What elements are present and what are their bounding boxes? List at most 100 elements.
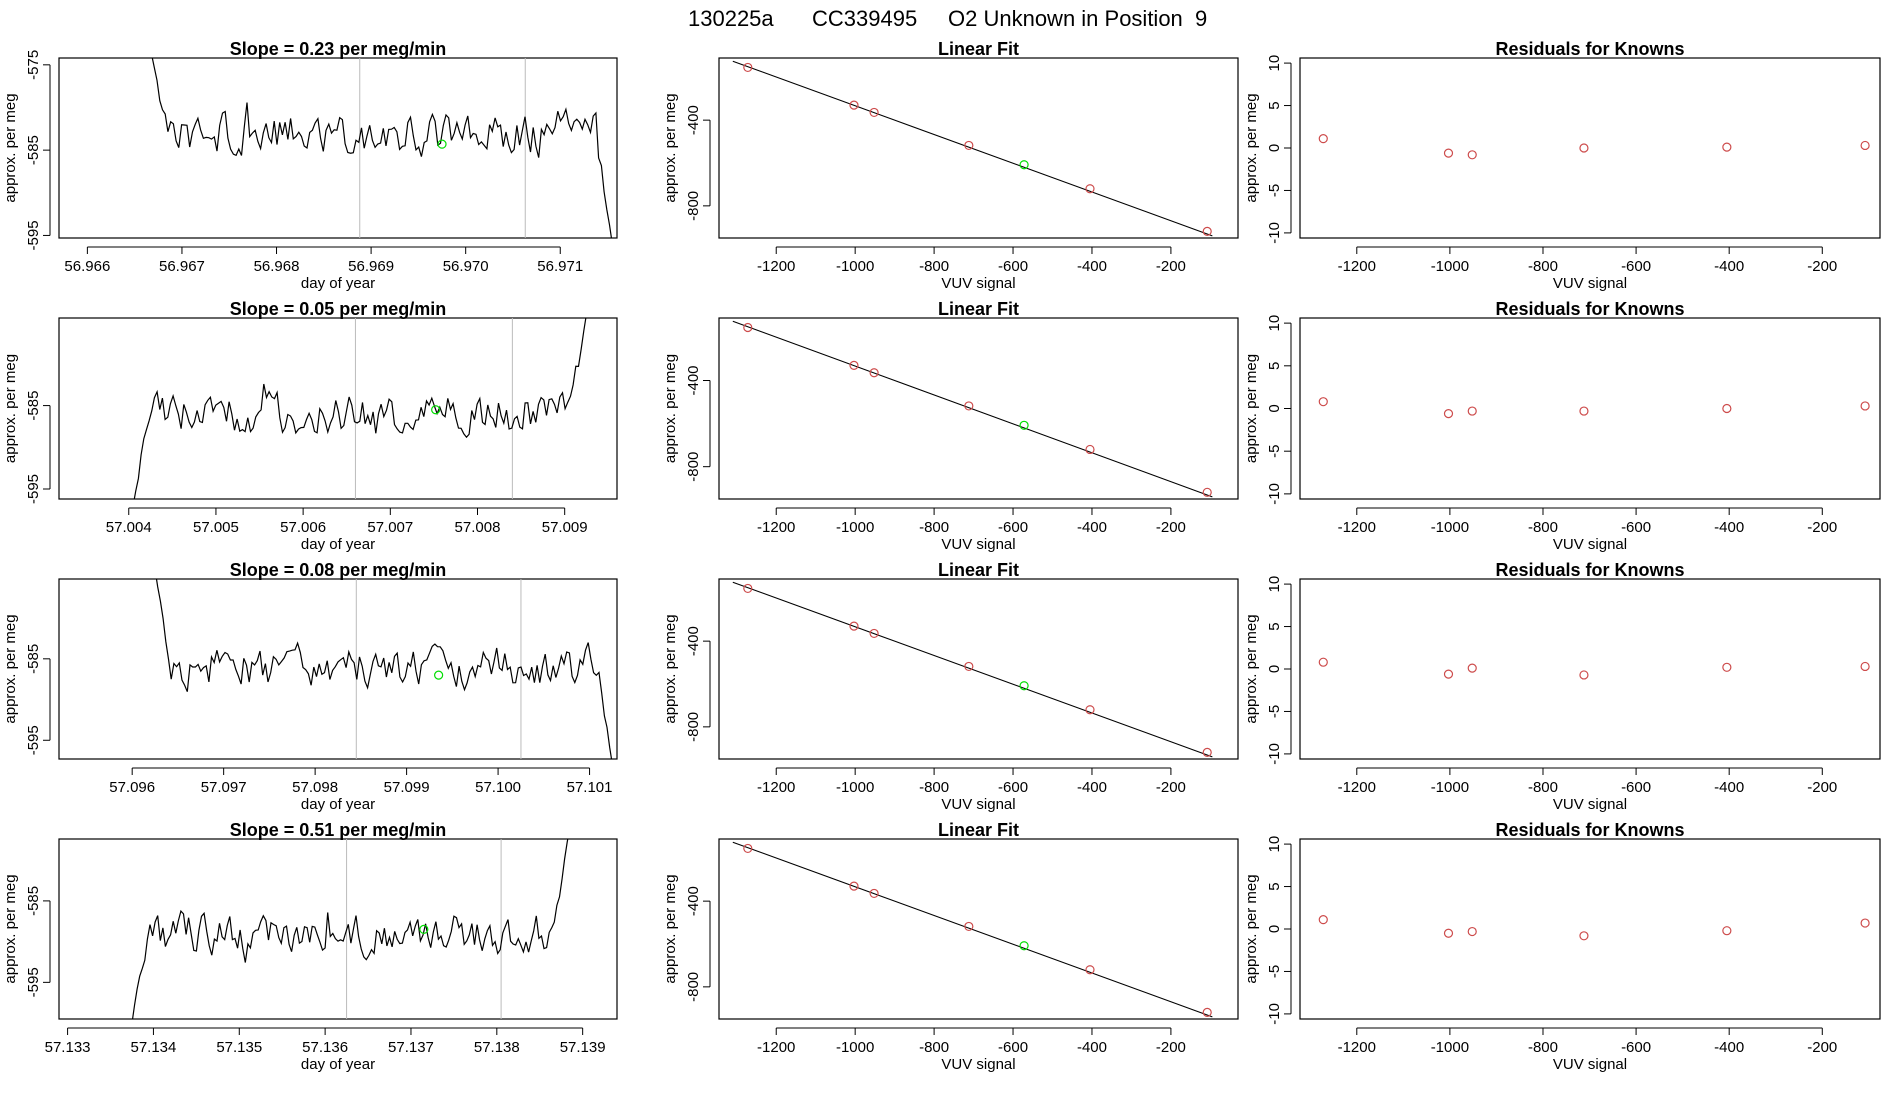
y-tick-label: -595 xyxy=(25,220,42,250)
panel-title: Residuals for Knowns xyxy=(1495,299,1684,319)
x-tick-label: -800 xyxy=(1528,1039,1558,1056)
x-tick-label: -200 xyxy=(1156,519,1186,536)
plot-area xyxy=(732,60,1213,237)
x-tick-label: -800 xyxy=(919,519,949,536)
x-tick-label: 57.139 xyxy=(560,1039,606,1056)
x-tick-label: 57.100 xyxy=(475,779,521,796)
plot-frame xyxy=(58,57,618,239)
x-axis-label: day of year xyxy=(301,275,375,292)
fit-line xyxy=(732,841,1213,1018)
panel-title: Residuals for Knowns xyxy=(1495,560,1684,580)
known-standard-point xyxy=(1202,747,1212,757)
x-tick-label: -800 xyxy=(1528,519,1558,536)
x-tick-label: -400 xyxy=(1714,779,1744,796)
x-tick-label: -1200 xyxy=(757,258,795,275)
known-standard-point xyxy=(964,401,974,411)
panel-linear_fit-row1: Linear Fit -1200 -1000 -800 -600 -400 -200 VUV … xyxy=(662,39,1239,292)
y-tick-label: 10 xyxy=(1266,836,1283,853)
signal-trace xyxy=(155,579,613,759)
y-tick-label: -585 xyxy=(25,391,42,421)
x-tick-label: -200 xyxy=(1807,779,1837,796)
plot-frame xyxy=(1299,317,1881,500)
x-tick-label: -600 xyxy=(998,519,1028,536)
panel-title: Residuals for Knowns xyxy=(1495,820,1684,840)
known-standard-point xyxy=(1085,184,1095,194)
x-tick-label: -1200 xyxy=(1338,779,1376,796)
panel-title: Slope = 0.05 per meg/min xyxy=(230,299,447,319)
plot-area xyxy=(1318,915,1870,941)
unknown-point-marker xyxy=(434,670,444,680)
plot-area xyxy=(732,581,1213,758)
plot-area xyxy=(1318,397,1870,419)
known-standard-point xyxy=(1085,444,1095,455)
y-tick-label: -5 xyxy=(1266,965,1283,978)
x-tick-label: 57.133 xyxy=(45,1039,91,1056)
y-tick-label: 5 xyxy=(1266,362,1283,370)
y-tick-label: -400 xyxy=(685,105,702,135)
plot-area xyxy=(1318,657,1870,680)
x-tick-label: -800 xyxy=(919,1039,949,1056)
residual-point xyxy=(1722,926,1732,936)
plot-frame xyxy=(718,578,1239,760)
residual-point xyxy=(1443,148,1454,158)
x-axis-label: day of year xyxy=(301,1056,375,1073)
x-tick-label: 57.008 xyxy=(455,519,501,536)
unknown-point-marker xyxy=(1019,160,1029,170)
y-axis-label: approx. per meg xyxy=(2,874,19,983)
residual-point xyxy=(1860,661,1870,672)
x-tick-label: 56.969 xyxy=(348,258,394,275)
y-tick-label: -595 xyxy=(25,474,42,504)
known-standard-point xyxy=(743,322,753,333)
residual-point xyxy=(1443,669,1454,679)
x-axis-label: VUV signal xyxy=(941,1056,1015,1073)
x-tick-label: -600 xyxy=(998,258,1028,275)
panel-title: Linear Fit xyxy=(938,39,1019,59)
residual-point xyxy=(1318,134,1328,144)
x-tick-label: -800 xyxy=(1528,779,1558,796)
fit-line xyxy=(732,581,1213,758)
y-tick-label: -800 xyxy=(685,191,702,221)
known-standard-point xyxy=(849,621,859,631)
x-tick-label: -1200 xyxy=(757,519,795,536)
unknown-point-marker xyxy=(1019,681,1029,691)
known-standard-point xyxy=(849,360,859,371)
unknown-point-marker xyxy=(1019,941,1029,951)
residual-point xyxy=(1579,143,1589,153)
y-axis-label: approx. per meg xyxy=(2,93,19,202)
known-standard-point xyxy=(1085,705,1095,715)
unknown-point-marker xyxy=(437,139,447,149)
y-tick-label: -595 xyxy=(25,725,42,755)
known-standard-point xyxy=(964,921,974,932)
y-tick-label: 5 xyxy=(1266,882,1283,890)
residual-point xyxy=(1722,142,1732,152)
known-standard-point xyxy=(849,100,859,110)
x-tick-label: -1200 xyxy=(1338,1039,1376,1056)
y-axis-label: approx. per meg xyxy=(2,614,19,723)
plot-area xyxy=(732,841,1213,1018)
x-tick-label: 57.135 xyxy=(216,1039,262,1056)
residual-point xyxy=(1467,663,1477,673)
plot-frame xyxy=(58,578,618,760)
fit-line xyxy=(732,60,1213,237)
y-tick-label: -10 xyxy=(1266,222,1283,244)
x-tick-label: 57.137 xyxy=(388,1039,434,1056)
y-tick-label: 5 xyxy=(1266,101,1283,109)
x-tick-label: -400 xyxy=(1077,1039,1107,1056)
x-tick-label: -400 xyxy=(1714,519,1744,536)
x-tick-label: -1000 xyxy=(836,258,874,275)
plot-area xyxy=(732,320,1213,498)
y-tick-label: 0 xyxy=(1266,925,1283,933)
plot-frame xyxy=(1299,838,1881,1020)
known-standard-point xyxy=(849,881,859,891)
y-axis-label: approx. per meg xyxy=(1243,93,1260,202)
plot-area xyxy=(155,579,613,759)
figure-title-run-id: 130225a xyxy=(688,6,774,31)
x-tick-label: -1200 xyxy=(1338,519,1376,536)
x-tick-label: 57.004 xyxy=(106,519,152,536)
x-tick-label: -1000 xyxy=(1431,258,1469,275)
y-tick-label: -585 xyxy=(25,644,42,674)
signal-trace xyxy=(133,318,587,499)
x-tick-label: -800 xyxy=(919,779,949,796)
residual-point xyxy=(1860,918,1870,928)
panel-residuals-row4: Residuals for Knowns -1200 -1000 -800 -600 -4… xyxy=(1243,820,1881,1073)
